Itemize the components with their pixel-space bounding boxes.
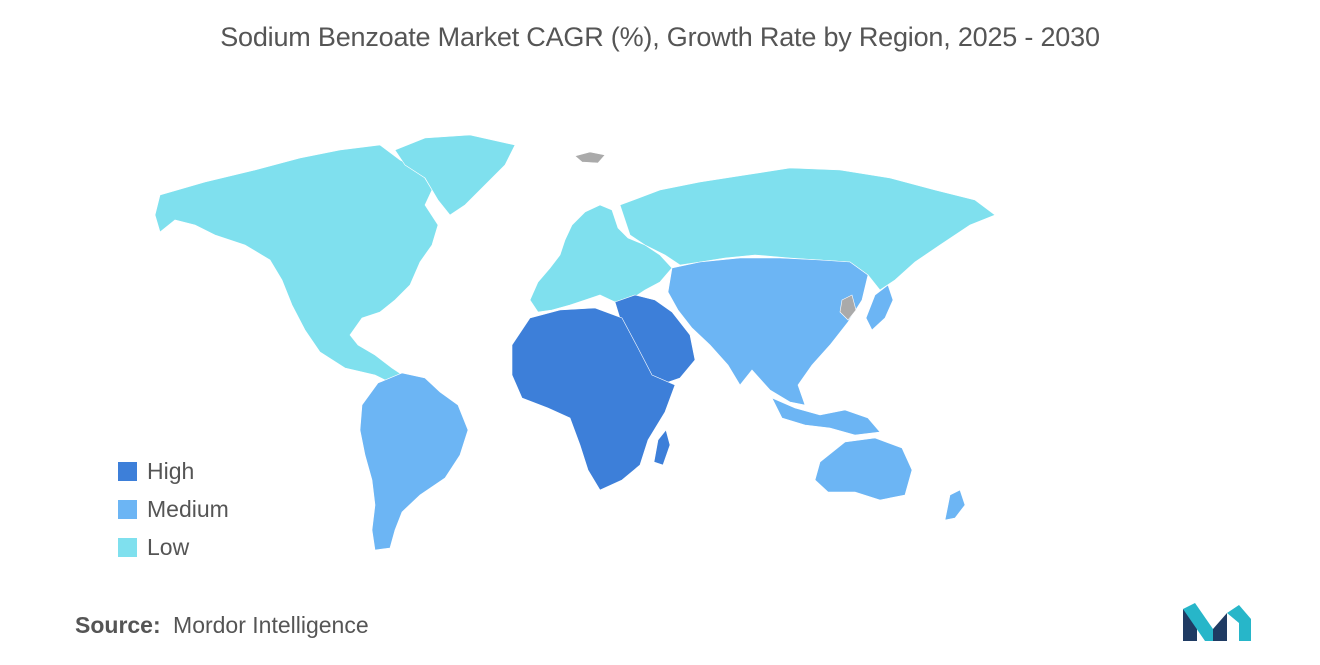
region-southeast-asia xyxy=(771,397,881,436)
region-no-data-svalbard xyxy=(574,151,606,164)
legend: High Medium Low xyxy=(118,452,229,566)
legend-label-high: High xyxy=(147,457,195,484)
region-greenland xyxy=(394,134,516,216)
legend-swatch-medium xyxy=(118,499,137,519)
mordor-intelligence-logo-icon xyxy=(1183,603,1251,641)
region-asia-pacific xyxy=(667,257,869,406)
region-russia xyxy=(619,167,996,291)
legend-item-medium: Medium xyxy=(118,490,229,528)
region-japan xyxy=(865,284,894,331)
region-madagascar xyxy=(653,429,671,466)
source-text: Mordor Intelligence xyxy=(173,612,369,638)
region-europe xyxy=(529,204,673,313)
chart-title: Sodium Benzoate Market CAGR (%), Growth … xyxy=(220,22,1100,52)
source-label: Source: xyxy=(75,612,161,638)
legend-item-low: Low xyxy=(118,528,229,566)
source-line: Source: Mordor Intelligence xyxy=(75,612,369,639)
legend-label-medium: Medium xyxy=(147,495,229,522)
region-no-data-korea xyxy=(839,294,857,321)
legend-label-low: Low xyxy=(147,533,190,560)
legend-item-high: High xyxy=(118,452,229,490)
legend-swatch-low xyxy=(118,537,137,557)
region-australia xyxy=(814,437,913,501)
legend-swatch-high xyxy=(118,461,137,481)
region-south-america xyxy=(359,372,469,551)
region-north-america xyxy=(154,144,439,386)
region-new-zealand xyxy=(944,489,966,521)
region-africa xyxy=(511,307,676,491)
